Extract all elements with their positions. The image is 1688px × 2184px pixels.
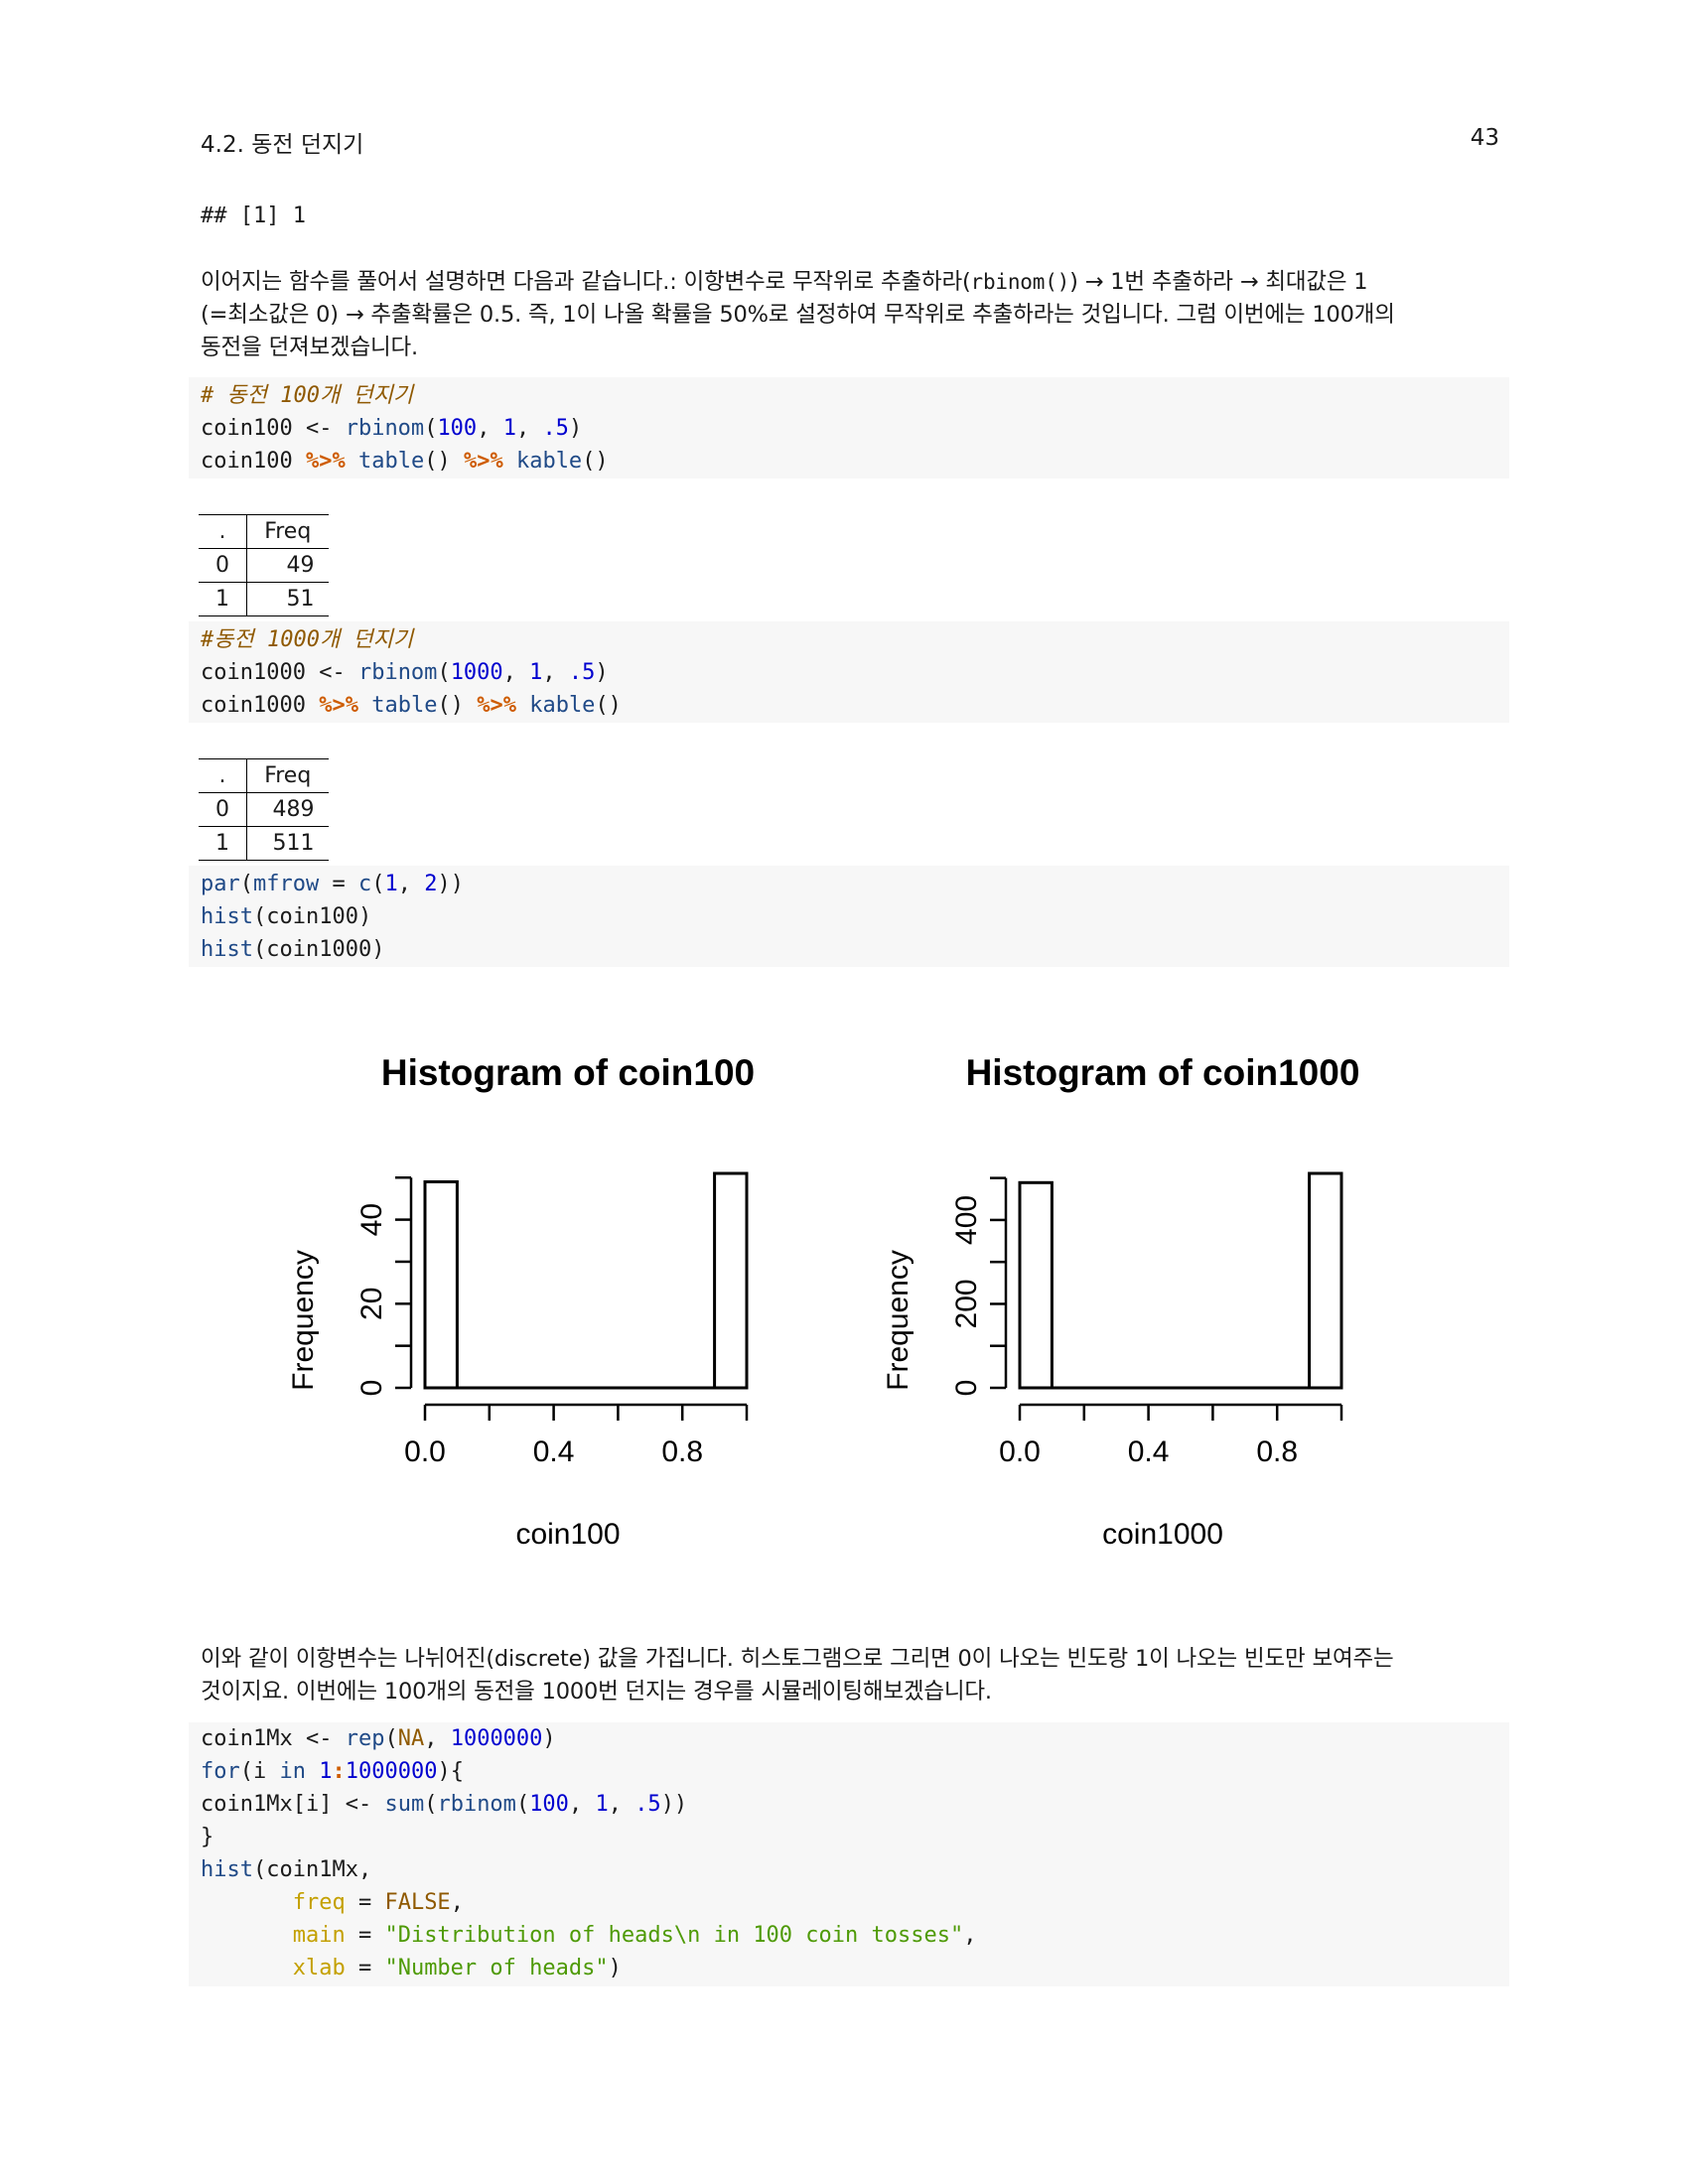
code-line: coin1Mx[i] <- sum(rbinom(100, 1, .5)) bbox=[201, 1792, 688, 1817]
table-header-cell: . bbox=[199, 758, 247, 793]
table-header-cell: Freq bbox=[246, 514, 329, 549]
code-block-coin100: # 동전 100개 던지기 coin100 <- rbinom(100, 1, … bbox=[189, 377, 1509, 478]
y-tick-label: 0 bbox=[355, 1380, 388, 1397]
chart-title: Histogram of coin100 bbox=[381, 1052, 755, 1093]
x-tick-label: 0.8 bbox=[661, 1435, 703, 1468]
y-axis-label: Frequency bbox=[287, 1250, 320, 1391]
x-axis-label: coin1000 bbox=[1102, 1518, 1223, 1551]
table-row: 0 489 bbox=[199, 792, 329, 827]
histogram-coin100: Histogram of coin100 0.0 0.4 0.8 coin100 0 20 4… bbox=[287, 1052, 755, 1551]
y-tick-label: 0 bbox=[950, 1380, 983, 1397]
paragraph-discrete: 이와 같이 이항변수는 나뉘어진(discrete) 값을 가집니다. 히스토그… bbox=[201, 1643, 1499, 1708]
section-title: 4.2. 동전 던지기 bbox=[201, 132, 364, 158]
x-tick-label: 0.0 bbox=[999, 1435, 1041, 1468]
histogram-bar bbox=[1308, 1171, 1343, 1390]
page-number: 43 bbox=[1470, 125, 1499, 151]
code-line: par(mfrow = c(1, 2)) bbox=[201, 872, 464, 896]
paragraph-line: 동전을 던져보겠습니다. bbox=[201, 335, 418, 360]
chart-title: Histogram of coin1000 bbox=[966, 1052, 1360, 1093]
paragraph-line: 이와 같이 이항변수는 나뉘어진(discrete) 값을 가집니다. 히스토그… bbox=[201, 1646, 1394, 1672]
histogram-bar bbox=[713, 1171, 749, 1390]
code-line: xlab = "Number of heads") bbox=[292, 1956, 622, 1980]
code-line: hist(coin1Mx, bbox=[201, 1857, 372, 1882]
y-tick-label: 400 bbox=[950, 1195, 983, 1245]
x-tick-label: 0.8 bbox=[1256, 1435, 1298, 1468]
table-row: 1 511 bbox=[199, 826, 329, 861]
y-tick-label: 20 bbox=[355, 1288, 388, 1320]
inline-code: rbinom() bbox=[970, 270, 1070, 294]
code-block-simulation: coin1Mx <- rep(NA, 1000000) for(i in 1:1… bbox=[189, 1722, 1509, 1986]
histogram-bar bbox=[1018, 1180, 1054, 1390]
y-tick-label: 200 bbox=[950, 1279, 983, 1328]
code-line: coin100 %>% table() %>% kable() bbox=[201, 449, 609, 474]
histogram-coin1000: Histogram of coin1000 0.0 0.4 0.8 coin1000 0 2… bbox=[882, 1052, 1359, 1551]
y-tick-label: 40 bbox=[355, 1203, 388, 1236]
freq-table-coin100: . Freq 0 49 1 51 bbox=[199, 514, 329, 616]
y-axis-label: Frequency bbox=[882, 1250, 914, 1391]
paragraph-line: (=최소값은 0) → 추출확률은 0.5. 즉, 1이 나올 확률을 50%로… bbox=[201, 302, 1395, 328]
r-output: ## [1] 1 bbox=[201, 204, 306, 228]
x-tick-label: 0.4 bbox=[533, 1435, 575, 1468]
code-line: freq = FALSE, bbox=[292, 1890, 464, 1915]
freq-table-coin1000: . Freq 0 489 1 511 bbox=[199, 758, 329, 861]
code-line: hist(coin100) bbox=[201, 904, 372, 929]
code-line: } bbox=[201, 1825, 214, 1849]
code-line: hist(coin1000) bbox=[201, 937, 385, 962]
paragraph-line: 것이지요. 이번에는 100개의 동전을 1000번 던지는 경우를 시뮬레이팅… bbox=[201, 1679, 992, 1705]
code-line: coin100 <- rbinom(100, 1, .5) bbox=[201, 416, 583, 441]
code-line: coin1000 <- rbinom(1000, 1, .5) bbox=[201, 660, 609, 685]
histogram-bar bbox=[423, 1179, 459, 1390]
x-axis-label: coin100 bbox=[515, 1518, 620, 1551]
histogram-figure: Histogram of coin1000.0 0.4 0.8coin1000204… bbox=[287, 1052, 1359, 1551]
table-row: 0 49 bbox=[199, 548, 329, 583]
x-tick-label: 0.4 bbox=[1128, 1435, 1170, 1468]
x-tick-label: 0.0 bbox=[404, 1435, 446, 1468]
code-line: # 동전 100개 던지기 bbox=[201, 383, 414, 408]
table-header-cell: . bbox=[199, 514, 247, 549]
code-line: coin1Mx <- rep(NA, 1000000) bbox=[201, 1726, 556, 1751]
table-header-cell: Freq bbox=[246, 758, 329, 793]
code-line: main = "Distribution of heads\n in 100 c… bbox=[292, 1923, 977, 1948]
code-block-coin1000: #동전 1000개 던지기 coin1000 <- rbinom(1000, 1… bbox=[189, 621, 1509, 723]
paragraph-explanation: 이어지는 함수를 풀어서 설명하면 다음과 같습니다.: 이항변수로 무작위로 … bbox=[201, 266, 1499, 364]
code-block-hist: par(mfrow = c(1, 2)) hist(coin100) hist(… bbox=[189, 866, 1509, 967]
running-header: 4.2. 동전 던지기 43 bbox=[201, 125, 1499, 158]
table-row: 1 51 bbox=[199, 582, 329, 616]
paragraph-line: 이어지는 함수를 풀어서 설명하면 다음과 같습니다.: 이항변수로 무작위로 … bbox=[201, 269, 1368, 295]
code-line: for(i in 1:1000000){ bbox=[201, 1759, 464, 1784]
code-line: coin1000 %>% table() %>% kable() bbox=[201, 693, 622, 718]
code-line: #동전 1000개 던지기 bbox=[201, 627, 414, 652]
